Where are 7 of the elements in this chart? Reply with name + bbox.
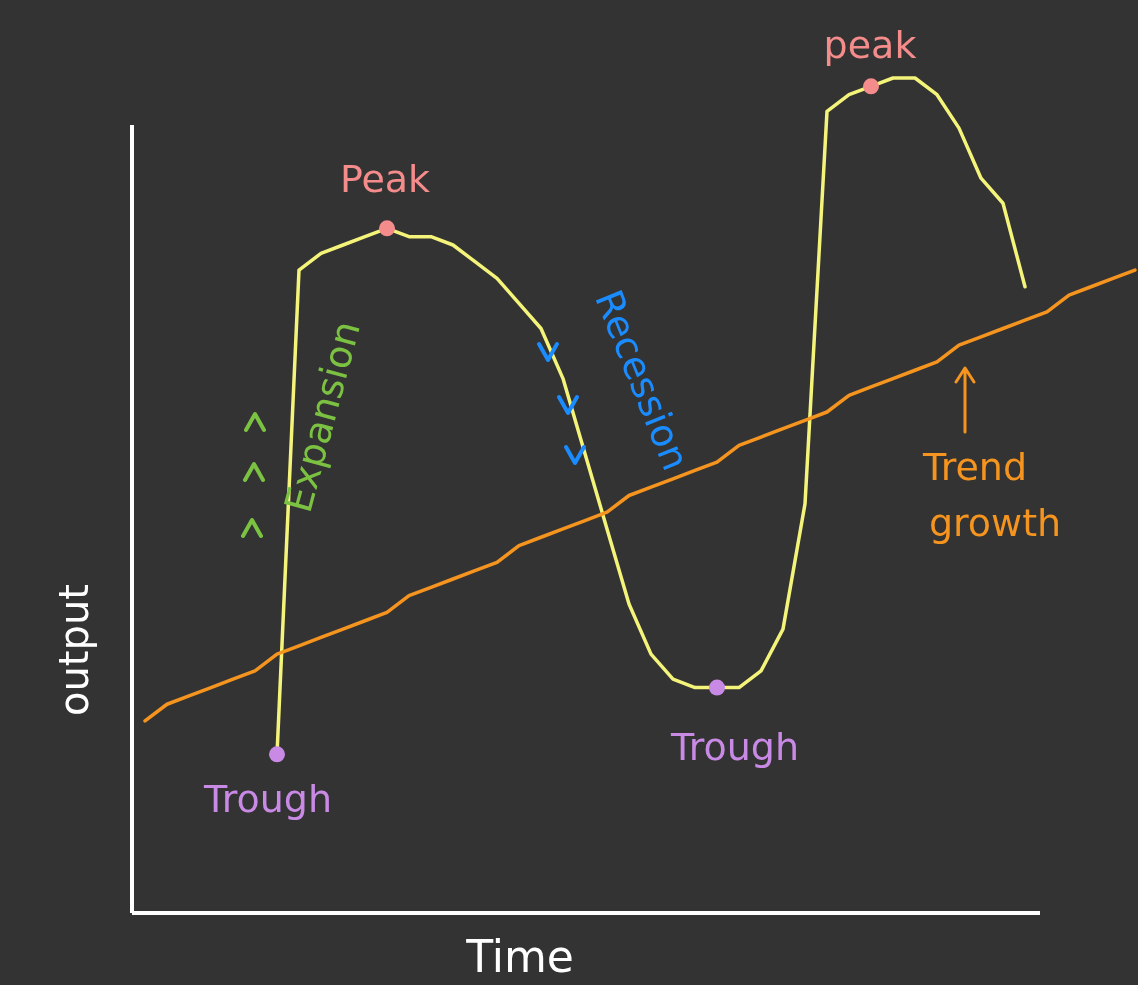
y-axis-title: output <box>51 584 97 716</box>
annotation: Trough <box>670 725 799 769</box>
annotation: peak <box>823 23 917 67</box>
annotation: Trough <box>203 777 332 821</box>
annotation: Peak <box>339 157 431 201</box>
x-axis-title: Time <box>465 931 574 982</box>
annotation: Trend growth <box>922 445 1062 545</box>
